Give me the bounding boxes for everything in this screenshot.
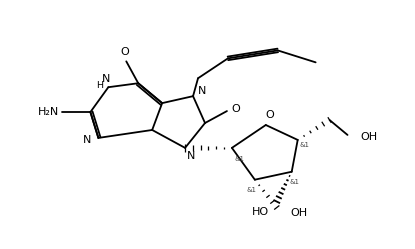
Text: HO: HO xyxy=(252,206,269,217)
Text: &1: &1 xyxy=(300,142,310,148)
Text: N: N xyxy=(102,74,110,84)
Text: N: N xyxy=(187,151,195,161)
Text: N: N xyxy=(83,135,91,145)
Text: O: O xyxy=(120,47,129,58)
Text: H₂N: H₂N xyxy=(38,107,59,117)
Text: &1: &1 xyxy=(235,156,245,162)
Text: &1: &1 xyxy=(290,179,300,185)
Text: O: O xyxy=(266,110,274,120)
Text: OH: OH xyxy=(291,207,308,218)
Text: N: N xyxy=(198,86,206,96)
Text: O: O xyxy=(232,104,240,114)
Text: H: H xyxy=(96,81,103,90)
Text: &1: &1 xyxy=(247,187,257,193)
Text: OH: OH xyxy=(361,132,378,142)
